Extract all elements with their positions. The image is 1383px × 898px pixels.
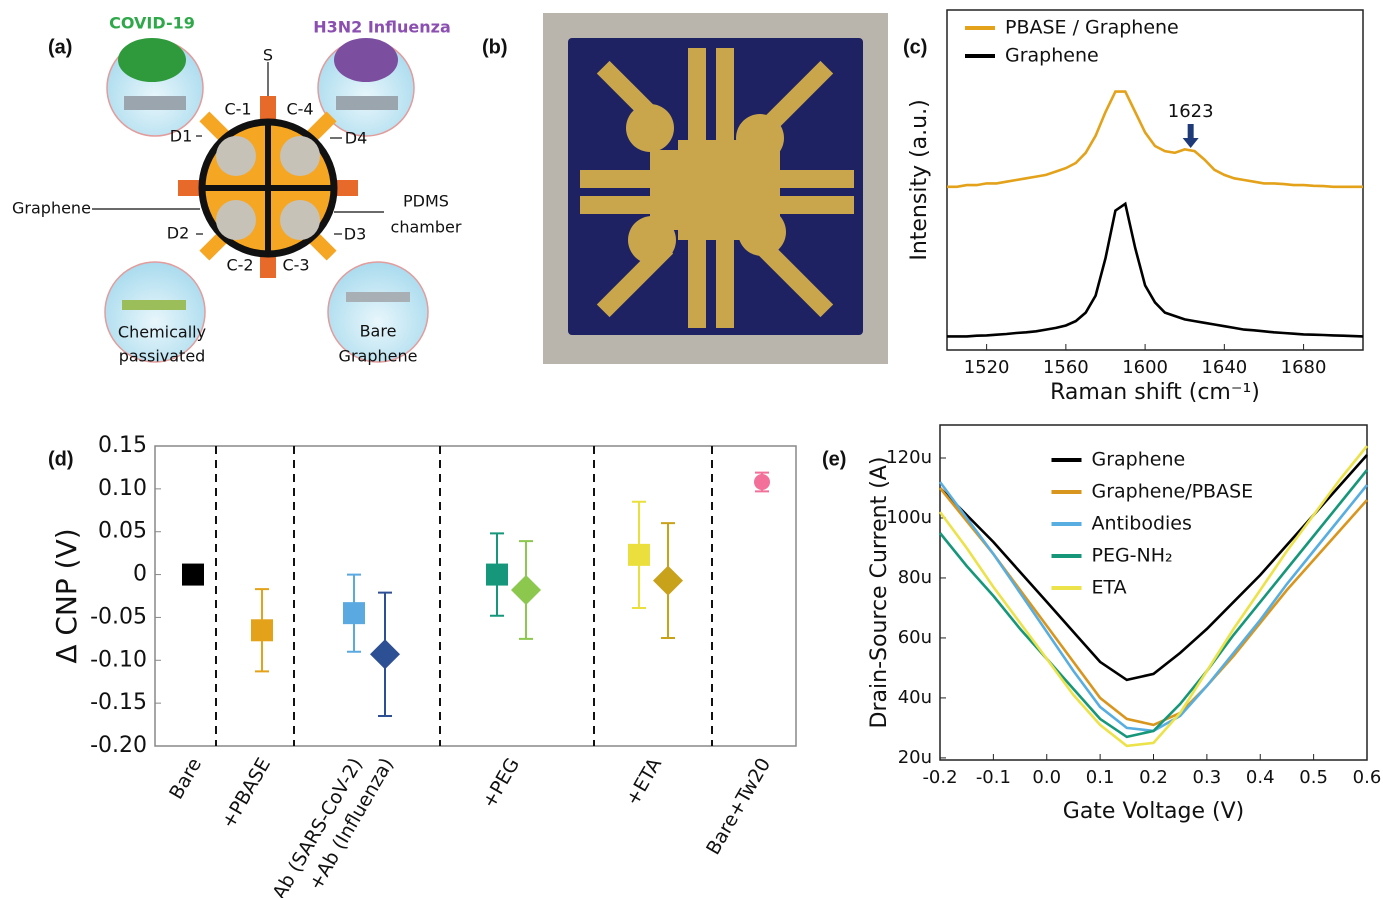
plot-frame xyxy=(939,424,1368,761)
x-tick-label: 0.0 xyxy=(1032,767,1061,788)
device-diagram xyxy=(92,38,429,363)
virus-label: COVID-19 xyxy=(109,14,195,33)
y-tick-label: 0.05 xyxy=(98,519,147,544)
chamber-label: PDMS xyxy=(403,192,449,211)
graphene-label: Graphene xyxy=(12,199,91,218)
marker xyxy=(653,565,683,596)
legend-label: Antibodies xyxy=(1092,513,1192,535)
marker xyxy=(486,563,508,586)
y-axis-label: Drain-Source Current (A) xyxy=(867,457,892,729)
marker xyxy=(370,639,400,670)
x-tick-label: 0.6 xyxy=(1353,767,1382,788)
y-tick-label: -0.10 xyxy=(90,647,147,672)
x-tick-label: 1680 xyxy=(1281,357,1327,378)
marker xyxy=(343,602,365,625)
marker xyxy=(754,474,770,490)
drain-label: D2 xyxy=(167,224,190,243)
surface-label: Chemically xyxy=(118,323,206,342)
x-tick-label: +PEG xyxy=(478,754,524,812)
y-tick-label: 40u xyxy=(898,687,932,708)
source-label: S xyxy=(263,46,273,65)
y-tick-label: 0.10 xyxy=(98,476,147,501)
marker xyxy=(251,619,273,642)
y-axis-label: Intensity (a.u.) xyxy=(907,99,932,260)
x-tick-label: 1600 xyxy=(1122,357,1168,378)
y-tick-label: 0.15 xyxy=(98,433,147,458)
legend-label: PBASE / Graphene xyxy=(1005,17,1179,39)
x-tick-label: -0.1 xyxy=(976,767,1011,788)
legend-label: ETA xyxy=(1092,577,1127,599)
x-tick-label: 0.5 xyxy=(1299,767,1328,788)
x-tick-label: Bare xyxy=(165,754,206,803)
panel-label: (c) xyxy=(903,36,927,58)
y-tick-label: -0.20 xyxy=(90,733,147,758)
legend-label: Graphene/PBASE xyxy=(1092,481,1254,503)
marker xyxy=(511,575,541,605)
legend-label: PEG-NH₂ xyxy=(1092,545,1173,567)
drain-label: D1 xyxy=(170,127,193,146)
panel-label: (a) xyxy=(48,36,72,58)
drain-label: D3 xyxy=(344,225,367,244)
panel-label: (b) xyxy=(482,36,508,58)
plot-frame xyxy=(946,9,1364,351)
surface-label: passivated xyxy=(119,347,206,366)
y-tick-label: 100u xyxy=(886,507,932,528)
y-tick-label: -0.15 xyxy=(90,690,147,715)
contact-label: C-1 xyxy=(224,100,251,119)
series-line xyxy=(939,454,1368,682)
x-tick-label: +ETA xyxy=(622,754,667,809)
device-photo xyxy=(543,13,888,364)
x-tick-label: +PBASE xyxy=(217,754,275,832)
x-tick-label: 1520 xyxy=(964,357,1010,378)
series-line xyxy=(947,90,1363,189)
series-line xyxy=(938,469,1369,739)
contact-label: C-4 xyxy=(286,100,313,119)
x-tick-label: Bare+Tw20 xyxy=(702,754,775,858)
annotation: 1623 xyxy=(1168,101,1214,122)
x-tick-label: 0.1 xyxy=(1086,767,1115,788)
x-tick-label: 0.2 xyxy=(1139,767,1168,788)
y-tick-label: 60u xyxy=(898,627,932,648)
legend-label: Graphene xyxy=(1092,449,1186,471)
marker xyxy=(628,543,650,566)
x-axis-label: Gate Voltage (V) xyxy=(1063,799,1244,824)
panel-label: (d) xyxy=(48,448,74,470)
x-tick-label: -0.2 xyxy=(922,767,957,788)
chamber-label: chamber xyxy=(391,218,462,237)
annotation-arrow xyxy=(1182,124,1199,148)
surface-label: Bare xyxy=(360,322,397,341)
y-axis-label: Δ CNP (V) xyxy=(50,528,83,663)
y-tick-label: 120u xyxy=(886,447,932,468)
y-tick-label: 20u xyxy=(898,747,932,768)
drain-label: D4 xyxy=(345,129,368,148)
y-tick-label: 0 xyxy=(133,562,147,587)
x-tick-label: 0.4 xyxy=(1246,767,1275,788)
x-axis-label: Raman shift (cm⁻¹) xyxy=(1050,380,1260,405)
x-tick-label: 0.3 xyxy=(1193,767,1222,788)
x-tick-label: 1560 xyxy=(1043,357,1089,378)
x-tick-label: 1640 xyxy=(1201,357,1247,378)
contact-label: C-3 xyxy=(282,256,309,275)
virus-label: H3N2 Influenza xyxy=(313,18,451,37)
series-line xyxy=(938,445,1369,748)
contact-label: C-2 xyxy=(226,256,253,275)
marker xyxy=(182,563,204,586)
series-line xyxy=(947,201,1364,338)
plot-frame xyxy=(154,445,797,747)
panel-label: (e) xyxy=(822,448,846,470)
y-tick-label: 80u xyxy=(898,567,932,588)
y-tick-label: -0.05 xyxy=(90,604,147,629)
legend-label: Graphene xyxy=(1005,45,1099,67)
surface-label: Graphene xyxy=(339,347,418,366)
